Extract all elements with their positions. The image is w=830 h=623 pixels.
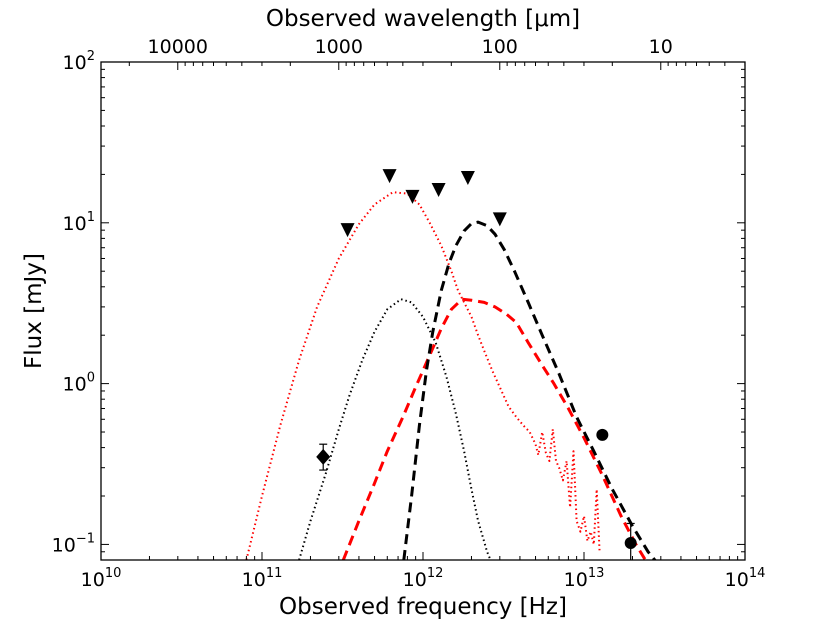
upper-limit-marker <box>431 182 446 197</box>
curves-layer <box>245 191 657 560</box>
y-tick-label: 100 <box>63 371 95 396</box>
top-tick-label: 100 <box>482 36 518 58</box>
x-tick-label: 1012 <box>403 566 444 591</box>
upper-limit-marker <box>405 189 420 204</box>
black-dotted-model-curve <box>298 298 492 560</box>
black-dashed-model-curve <box>402 220 657 560</box>
top-tick-label: 1000 <box>315 36 363 58</box>
circle-marker <box>624 537 637 550</box>
red-dotted-model-curve <box>245 191 601 560</box>
top-axis-title: Observed wavelength [μm] <box>266 6 580 32</box>
y-axis-title: Flux [mJy] <box>21 253 47 369</box>
ticks-layer: 1010 1011 1012 1013 1014 10−1 100 101 102 10000 10… <box>52 36 766 591</box>
red-dashed-model-curve <box>341 297 648 560</box>
markers-layer <box>316 169 637 560</box>
x-tick-label: 1013 <box>564 566 605 591</box>
circle-marker <box>596 428 609 441</box>
x-tick-label: 1010 <box>81 566 122 591</box>
x-axis-title: Observed frequency [Hz] <box>279 594 567 620</box>
top-tick-label: 10000 <box>148 36 208 58</box>
y-tick-label: 102 <box>63 49 95 74</box>
upper-limit-marker <box>492 212 507 227</box>
y-tick-label: 101 <box>63 210 95 235</box>
x-tick-label: 1014 <box>725 566 766 591</box>
top-tick-label: 10 <box>649 36 673 58</box>
diamond-marker <box>316 448 331 465</box>
upper-limit-marker <box>460 170 475 185</box>
x-tick-label: 1011 <box>242 566 283 591</box>
upper-limit-marker <box>382 169 397 184</box>
y-tick-label: 10−1 <box>52 531 95 556</box>
upper-limit-marker <box>340 223 355 238</box>
plot-frame <box>100 61 746 561</box>
